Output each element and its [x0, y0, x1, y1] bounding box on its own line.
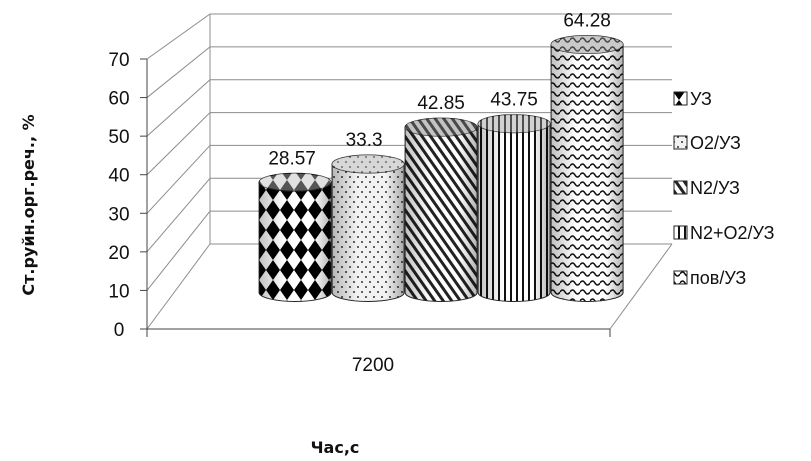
- bar-top-texture: [259, 173, 332, 192]
- data-label: 42.85: [417, 93, 465, 114]
- y-axis-title: Ст.руйн.орг.реч., %: [19, 114, 38, 295]
- bar-1: [258, 172, 332, 302]
- gridline-side: [146, 13, 211, 60]
- legend-item: N2+O2/УЗ: [673, 223, 774, 243]
- axes: 0 10 20 30 40 50 60 70: [108, 50, 611, 341]
- y-tick-label: 30: [108, 204, 129, 225]
- legend: УЗ O2/УЗ N2/УЗ N2+O2/УЗ пов/УЗ: [673, 89, 774, 288]
- y-tick-label: 20: [108, 243, 129, 264]
- y-tick-label: 0: [114, 320, 125, 341]
- gridline-side: [146, 243, 211, 330]
- legend-label: N2/УЗ: [690, 178, 740, 198]
- legend-label: УЗ: [690, 89, 712, 109]
- bar-5: [550, 35, 624, 302]
- data-label: 33.3: [346, 130, 383, 151]
- y-tick-label: 50: [108, 127, 129, 148]
- bar-shading: [259, 182, 332, 302]
- bar-top-texture: [478, 114, 551, 133]
- y-tick-label: 10: [108, 281, 129, 302]
- gridline-side: [146, 79, 211, 137]
- bar-shading: [405, 127, 478, 302]
- floor-right-edge: [609, 243, 673, 330]
- legend-swatch: [673, 225, 688, 240]
- legend-item: УЗ: [673, 89, 712, 109]
- legend-label: пов/УЗ: [690, 268, 746, 288]
- bar-shading: [332, 164, 405, 302]
- legend-item: O2/УЗ: [673, 133, 741, 153]
- bar-top-texture: [551, 35, 624, 54]
- legend-label: O2/УЗ: [690, 133, 741, 153]
- legend-swatch: [673, 180, 688, 195]
- bar-2: [331, 154, 405, 302]
- bar-shading: [551, 44, 624, 302]
- data-label: 64.28: [563, 11, 611, 32]
- category-label: 7200: [352, 355, 394, 376]
- bar-top-texture: [332, 155, 405, 174]
- bar-4: [477, 114, 551, 302]
- bars: [258, 35, 624, 302]
- gridline-side: [146, 145, 211, 214]
- legend-swatch: [673, 91, 688, 106]
- gridline-side: [146, 210, 211, 291]
- legend-swatch: [673, 135, 688, 150]
- bar-3: [404, 117, 478, 302]
- legend-label: N2+O2/УЗ: [690, 223, 774, 243]
- data-labels: 28.57 33.3 42.85 43.75 64.28: [268, 11, 611, 170]
- data-label: 43.75: [490, 90, 538, 111]
- data-label: 28.57: [268, 148, 316, 169]
- legend-item: пов/УЗ: [673, 268, 746, 288]
- legend-swatch: [673, 270, 688, 285]
- x-axis-title: Час,с: [311, 438, 360, 457]
- gridline-side: [146, 46, 211, 98]
- bar-shading: [478, 123, 551, 302]
- bar-top-texture: [405, 118, 478, 137]
- y-tick-label: 40: [108, 166, 129, 187]
- gridline-side: [146, 112, 211, 176]
- gridline-side: [146, 177, 211, 253]
- y-tick-label: 60: [108, 89, 129, 110]
- y-tick-label: 70: [108, 50, 129, 71]
- legend-item: N2/УЗ: [673, 178, 740, 198]
